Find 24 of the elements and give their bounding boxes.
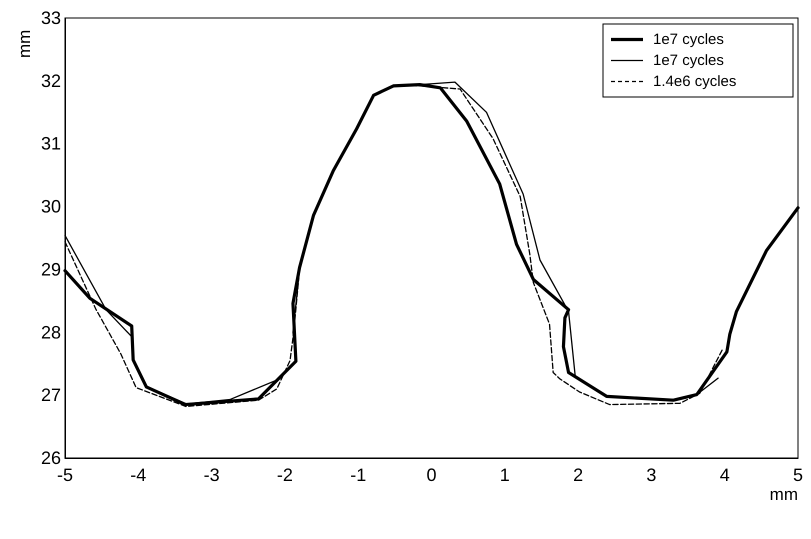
y-tick-label: 31 [40, 134, 61, 154]
y-tick-label: 30 [40, 196, 61, 217]
legend-label: 1e7 cycles [653, 31, 724, 48]
y-tick-label: 26 [40, 448, 61, 468]
x-tick-label: -4 [130, 465, 146, 485]
x-tick-label: 1 [500, 465, 510, 485]
y-tick-label: 27 [40, 385, 61, 406]
y-tick-label: 28 [40, 322, 61, 342]
legend-label: 1e7 cycles [653, 52, 724, 69]
x-tick-label: -1 [350, 465, 366, 485]
y-tick-label: 32 [40, 70, 61, 91]
x-tick-label: 3 [646, 465, 656, 485]
y-tick-label: 33 [40, 8, 61, 28]
x-tick-label: -5 [56, 465, 74, 485]
x-tick-label: 5 [792, 465, 804, 485]
x-tick-label: -3 [204, 465, 220, 485]
x-tick-label: 0 [426, 465, 437, 485]
legend-label: 1.4e6 cycles [653, 73, 736, 90]
x-tick-label: 4 [720, 465, 730, 485]
x-tick-label: -2 [276, 465, 293, 485]
y-tick-label: 29 [40, 259, 61, 280]
x-tick-label: 2 [573, 465, 584, 485]
y-axis-title: mm [15, 30, 34, 58]
x-axis-title: mm [770, 485, 798, 504]
